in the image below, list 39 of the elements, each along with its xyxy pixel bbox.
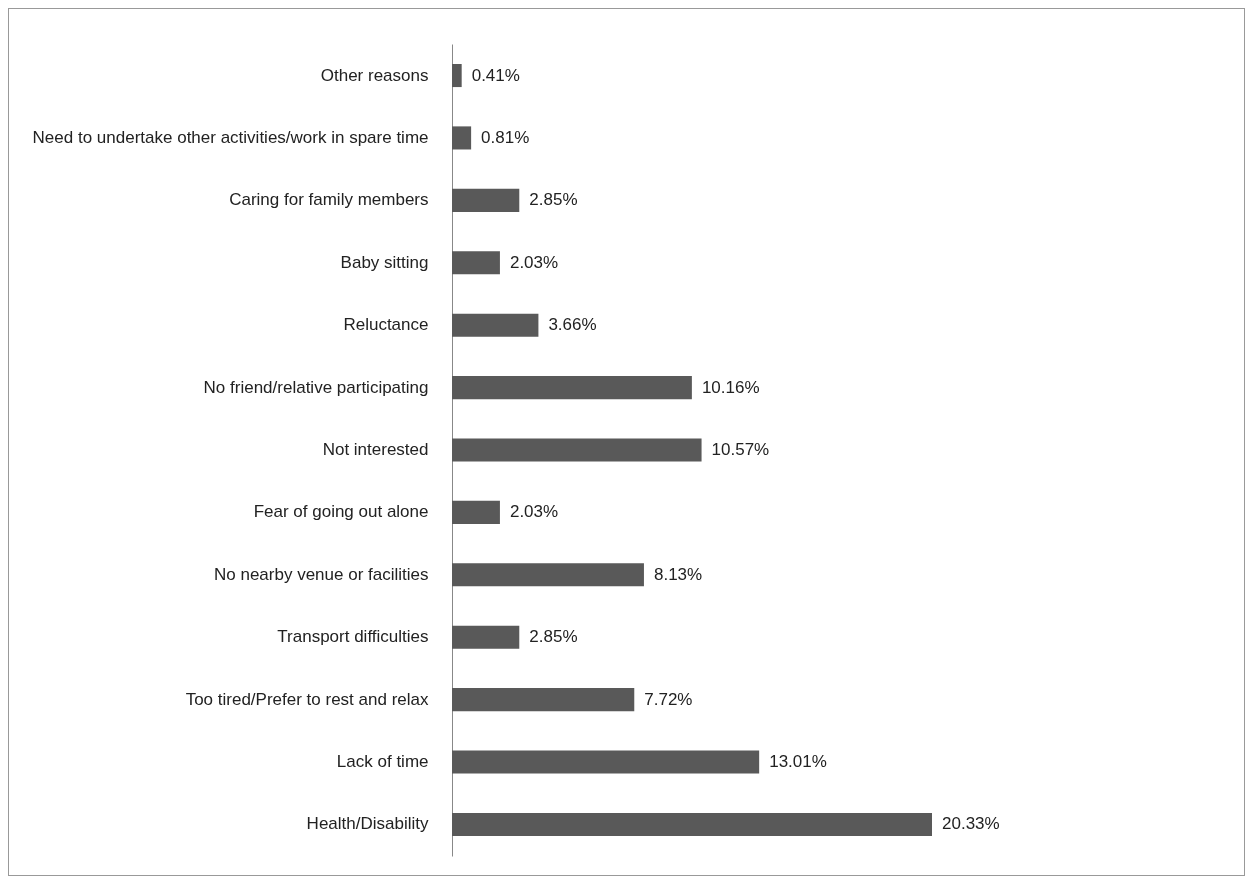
- data-label: 0.41%: [471, 65, 520, 85]
- bar: [452, 63, 462, 88]
- y-tick-label: Baby sitting: [340, 252, 429, 272]
- bar: [452, 812, 932, 837]
- y-tick-label: Lack of time: [336, 752, 429, 772]
- y-tick-label: Other reasons: [320, 65, 429, 85]
- bar: [452, 750, 760, 774]
- data-label: 2.85%: [529, 627, 578, 647]
- bar: [452, 563, 644, 587]
- y-tick-label: No friend/relative participating: [203, 377, 429, 397]
- data-label: 2.85%: [529, 190, 578, 210]
- bar: [452, 313, 539, 337]
- data-label: 13.01%: [769, 752, 827, 772]
- data-label: 8.13%: [653, 564, 703, 584]
- bar: [452, 625, 520, 649]
- y-tick-label: Reluctance: [343, 315, 429, 335]
- data-label: 2.03%: [509, 252, 559, 272]
- data-label: 3.66%: [548, 315, 597, 335]
- data-label: 0.81%: [481, 127, 530, 147]
- bar: [452, 126, 472, 150]
- bar: [452, 188, 520, 212]
- data-label: 20.33%: [942, 814, 1000, 834]
- data-label: 10.57%: [711, 440, 770, 459]
- y-tick-label: Need to undertake other activities/work in spare time: [32, 127, 429, 147]
- bar: [452, 376, 692, 400]
- y-tick-label: Too tired/Prefer to rest and relax: [185, 689, 429, 709]
- y-tick-label: Not interested: [322, 440, 429, 459]
- y-tick-label: Health/Disability: [306, 814, 429, 834]
- bar: [452, 688, 635, 712]
- data-label: 2.03%: [509, 502, 559, 522]
- y-tick-label: Fear of going out alone: [253, 502, 429, 522]
- y-tick-label: No nearby venue or facilities: [213, 564, 429, 584]
- data-label: 10.16%: [701, 377, 760, 397]
- y-tick-label: Transport difficulties: [277, 627, 429, 647]
- data-label: 7.72%: [644, 689, 693, 709]
- bar: [452, 251, 500, 275]
- bar: [452, 438, 702, 462]
- bar: [452, 500, 500, 524]
- y-tick-label: Caring for family members: [229, 190, 429, 210]
